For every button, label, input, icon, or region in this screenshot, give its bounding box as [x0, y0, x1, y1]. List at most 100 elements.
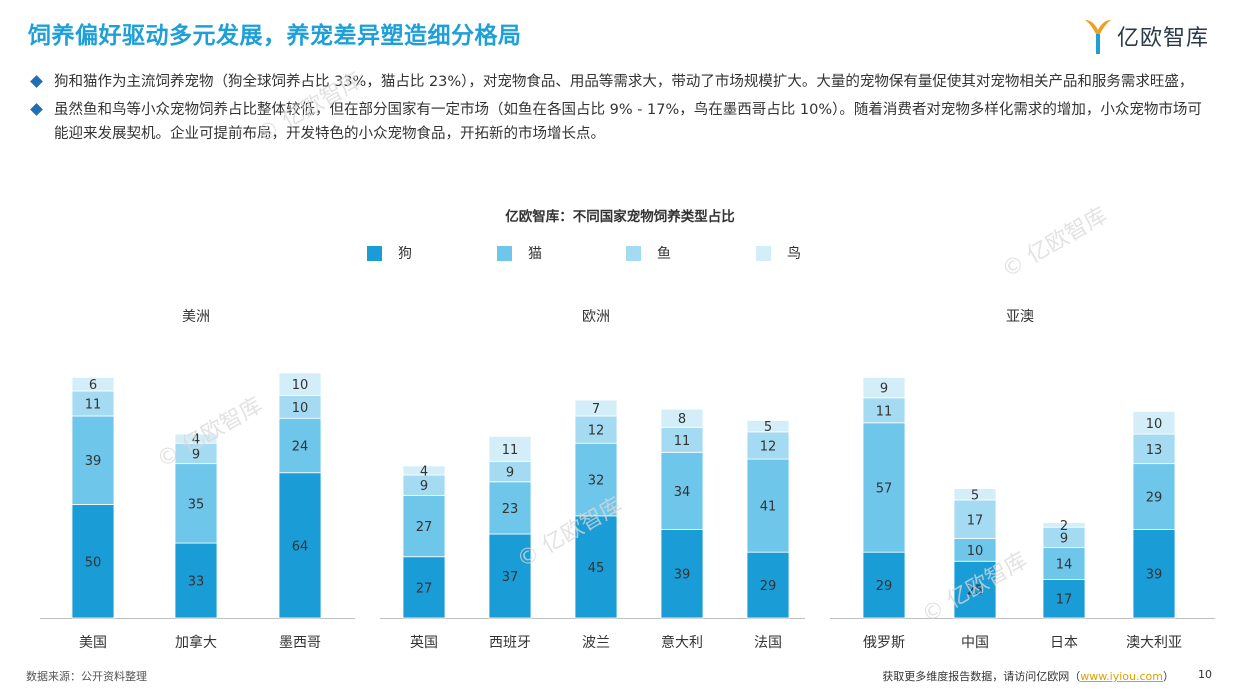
group-label: 亚澳 — [1006, 309, 1034, 325]
bar-segment — [862, 422, 906, 553]
data-label: 9 — [420, 479, 428, 494]
data-label: 9 — [506, 466, 514, 481]
data-label: 39 — [85, 454, 102, 469]
data-label: 33 — [188, 575, 205, 590]
legend-swatch — [756, 245, 771, 261]
data-label: 25 — [967, 584, 984, 599]
x-tick-label: 日本 — [1050, 635, 1078, 651]
data-label: 17 — [967, 513, 984, 528]
footer-visit: 获取更多维度报告数据，请访问亿欧网（www.iyiou.com） — [882, 668, 1174, 684]
data-label: 10 — [1146, 417, 1163, 432]
data-label: 4 — [192, 433, 200, 448]
bar-segment — [953, 499, 997, 539]
bar-segment — [660, 451, 704, 530]
bar-segment — [862, 551, 906, 619]
data-label: 57 — [876, 481, 893, 496]
logo-icon — [1085, 20, 1111, 54]
legend-item-dog: 狗 — [367, 243, 412, 263]
data-label: 10 — [292, 378, 309, 393]
page-number: 10 — [1198, 668, 1212, 681]
data-source: 数据来源：公开资料整理 — [26, 670, 147, 683]
data-label: 9 — [1060, 531, 1068, 546]
bar-segment — [574, 515, 618, 619]
data-label: 41 — [760, 500, 777, 515]
x-tick-label: 意大利 — [661, 634, 703, 651]
data-label: 50 — [85, 555, 102, 570]
group-label: 欧洲 — [582, 309, 610, 325]
data-label: 17 — [1056, 593, 1073, 608]
data-label: 29 — [1146, 491, 1163, 506]
legend-item-fish: 鱼 — [626, 243, 671, 263]
data-label: 34 — [674, 485, 691, 500]
data-label: 29 — [760, 579, 777, 594]
bar-segment — [1132, 433, 1176, 465]
bar-segment — [278, 417, 322, 474]
data-label: 64 — [292, 539, 309, 554]
x-tick-label: 墨西哥 — [279, 635, 321, 651]
bar-segment — [71, 376, 115, 392]
data-label: 12 — [588, 424, 605, 439]
x-tick-label: 法国 — [754, 635, 782, 651]
legend-item-bird: 鸟 — [756, 243, 801, 263]
data-label: 10 — [292, 401, 309, 416]
x-tick-label: 美国 — [79, 635, 107, 651]
bullet-list: 狗和猫作为主流饲养宠物（狗全球饲养占比 33%，猫占比 23%），对宠物食品、用… — [30, 70, 1215, 150]
data-label: 32 — [588, 474, 605, 489]
page-title: 饲养偏好驱动多元发展，养宠差异塑造细分格局 — [28, 23, 522, 49]
bar-segment — [71, 390, 115, 417]
data-label: 39 — [674, 568, 691, 583]
x-tick-label: 英国 — [410, 634, 438, 651]
data-label: 9 — [880, 382, 888, 397]
logo: 亿欧智库 — [1083, 16, 1209, 56]
x-tick-label: 中国 — [961, 635, 989, 651]
data-label: 27 — [416, 581, 433, 596]
data-label: 11 — [502, 443, 519, 458]
website-link[interactable]: www.iyiou.com — [1080, 670, 1163, 683]
x-tick-label: 加拿大 — [175, 634, 217, 651]
bar-segment — [174, 433, 218, 444]
bar-segment — [1042, 522, 1086, 528]
footer-visit-prefix: 获取更多维度报告数据，请访问亿欧网（ — [882, 670, 1081, 683]
bar-segment — [402, 465, 446, 476]
bar-segment — [488, 481, 532, 535]
legend-label: 猫 — [528, 246, 542, 262]
data-label: 29 — [876, 579, 893, 594]
legend-swatch — [626, 245, 641, 261]
legend-swatch — [367, 245, 382, 261]
legend-label: 鸟 — [787, 246, 801, 262]
bar-segment — [402, 495, 446, 558]
data-label: 14 — [1056, 558, 1073, 573]
data-label: 8 — [678, 412, 686, 427]
data-label: 37 — [502, 570, 519, 585]
bar-segment — [278, 472, 322, 619]
bar-segment — [1132, 411, 1176, 435]
bar-segment — [1132, 529, 1176, 619]
data-label: 4 — [420, 464, 428, 479]
data-label: 9 — [192, 447, 200, 462]
data-label: 10 — [967, 544, 984, 559]
legend-item-cat: 猫 — [497, 243, 542, 263]
data-label: 12 — [760, 439, 777, 454]
data-label: 6 — [89, 378, 97, 393]
data-label: 27 — [416, 520, 433, 535]
bar-segment — [574, 399, 618, 417]
data-label: 5 — [764, 420, 772, 435]
bar-segment — [746, 551, 790, 619]
bar-segment — [953, 488, 997, 501]
bar-segment — [862, 397, 906, 424]
data-label: 45 — [588, 561, 605, 576]
bullet-item: 虽然鱼和鸟等小众宠物饲养占比整体较低，但在部分国家有一定市场（如鱼在各国占比 9… — [30, 98, 1215, 146]
data-label: 2 — [1060, 519, 1068, 534]
x-tick-label: 澳大利亚 — [1126, 635, 1182, 651]
chart-legend: 狗 猫 鱼 鸟 — [0, 243, 1240, 265]
legend-label: 鱼 — [657, 246, 671, 262]
x-tick-label: 波兰 — [582, 635, 610, 651]
data-label: 7 — [592, 402, 600, 417]
logo-text: 亿欧智库 — [1117, 26, 1210, 51]
bar-segment — [746, 420, 790, 433]
x-tick-label: 西班牙 — [489, 635, 531, 651]
data-label: 11 — [876, 404, 893, 419]
data-label: 13 — [1146, 443, 1163, 458]
bar-segment — [660, 408, 704, 428]
